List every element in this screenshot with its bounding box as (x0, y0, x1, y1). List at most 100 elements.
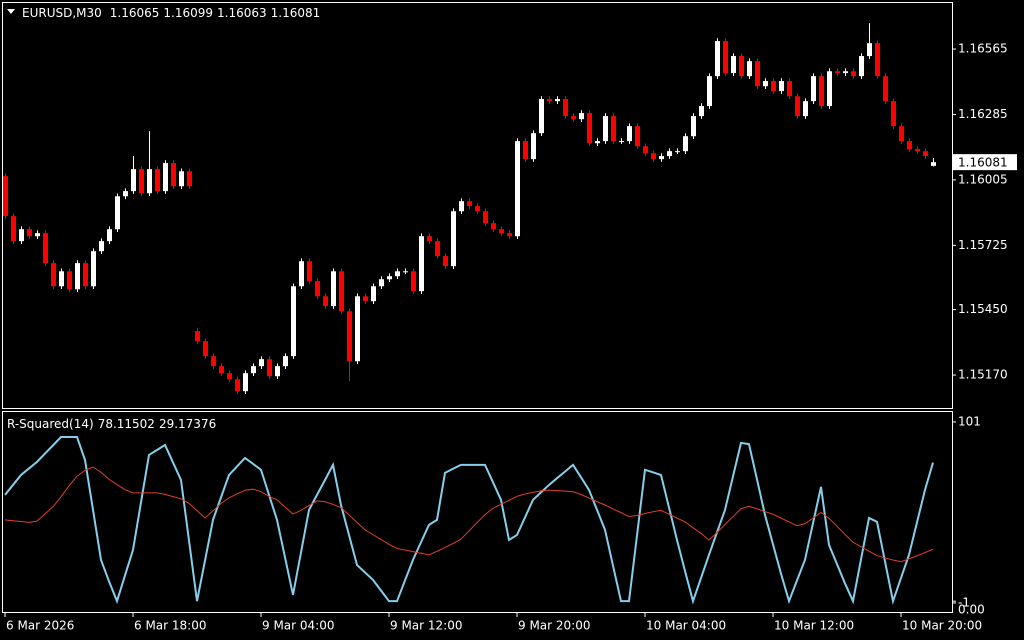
last-close: 1.16081 (271, 6, 321, 20)
candle-body (771, 81, 776, 92)
candle-body (363, 296, 368, 302)
candle-body (403, 271, 408, 273)
candle-body (91, 251, 96, 287)
candle-body (99, 241, 104, 252)
candle-body (619, 141, 624, 143)
indicator-line (4, 436, 934, 605)
candle-body (51, 263, 56, 287)
candle-body (283, 356, 288, 367)
candle-body (915, 149, 920, 152)
candle-body (707, 76, 712, 107)
candle-body (867, 43, 872, 57)
candle-body (227, 373, 232, 380)
candle-body (27, 229, 32, 237)
candle-body (475, 206, 480, 212)
candle-body (435, 241, 440, 257)
candle-body (451, 211, 456, 267)
y-tick-label: -1 (958, 595, 970, 609)
candle-body (267, 359, 272, 377)
candle-body (907, 141, 912, 150)
candle-body (251, 366, 256, 374)
candle-body (555, 99, 560, 102)
candle-body (195, 331, 200, 342)
candle-body (163, 163, 168, 192)
candle-body (931, 162, 936, 166)
candle-body (731, 56, 736, 74)
candle-body (635, 126, 640, 147)
candle-body (379, 279, 384, 287)
collapse-triangle (7, 9, 15, 14)
candle-body (795, 96, 800, 117)
x-tick-label: 10 Mar 20:00 (902, 619, 982, 633)
candle-body (19, 229, 24, 242)
candle-body (683, 136, 688, 152)
y-tick-label: 0.00 (958, 603, 985, 617)
candle-body (307, 261, 312, 282)
candle-body (371, 286, 376, 302)
candle-body (779, 81, 784, 92)
y-tick-label: 1.16285 (958, 107, 1008, 121)
candle-body (587, 113, 592, 144)
candle-body (115, 196, 120, 230)
last-low: 1.16063 (217, 6, 267, 20)
x-tick-label: 10 Mar 04:00 (646, 619, 726, 633)
candle-body (235, 379, 240, 392)
candle-body (603, 116, 608, 142)
candle-body (659, 156, 664, 160)
candle-body (11, 216, 16, 242)
symbol: EURUSD,M30 (22, 6, 102, 20)
candle-body (923, 151, 928, 157)
candle-body (699, 106, 704, 117)
candle-body (187, 171, 192, 187)
candle-body (259, 359, 264, 367)
y-tick-label: 1.15170 (958, 368, 1008, 382)
candle-body (483, 211, 488, 224)
current-price-label: 1.16081 (958, 156, 1008, 170)
x-tick-label: 9 Mar 12:00 (390, 619, 463, 633)
candle-body (3, 176, 8, 217)
candle-body (675, 151, 680, 153)
candle-body (899, 126, 904, 142)
candle-body (459, 201, 464, 212)
candle-body (667, 151, 672, 157)
candle-body (803, 101, 808, 117)
candle-body (747, 61, 752, 77)
candle-body (523, 141, 528, 160)
candle-body (467, 201, 472, 207)
candle-body (43, 233, 48, 264)
candle-body (339, 271, 344, 312)
candle-body (739, 56, 744, 77)
candle-body (755, 61, 760, 87)
last-high: 1.16099 (163, 6, 213, 20)
candle-body (443, 256, 448, 267)
price-header: EURUSD,M30 1.16065 1.16099 1.16063 1.16081 (22, 6, 320, 20)
candle-body (203, 341, 208, 357)
candle-body (395, 271, 400, 277)
candle-body (59, 271, 64, 287)
candle-body (499, 229, 504, 234)
candle-body (419, 236, 424, 292)
candle-body (219, 366, 224, 374)
candle-body (547, 99, 552, 102)
candle-body (491, 223, 496, 230)
candle-body (323, 296, 328, 307)
y-tick-label: 1.15450 (958, 302, 1008, 316)
candle-body (299, 261, 304, 287)
price-panel-frame (2, 2, 953, 409)
last-open: 1.16065 (110, 6, 160, 20)
candle-body (763, 81, 768, 87)
candle-body (883, 76, 888, 102)
candle-body (75, 263, 80, 290)
candle-body (171, 163, 176, 187)
candle-body (819, 76, 824, 107)
candle-body (827, 71, 832, 107)
candle-body (571, 116, 576, 120)
candle-body (275, 366, 280, 377)
y-tick-label: 1.16005 (958, 172, 1008, 186)
candle-body (387, 276, 392, 280)
candle-body (179, 171, 184, 187)
candle-body (243, 373, 248, 392)
candle-body (155, 169, 160, 192)
